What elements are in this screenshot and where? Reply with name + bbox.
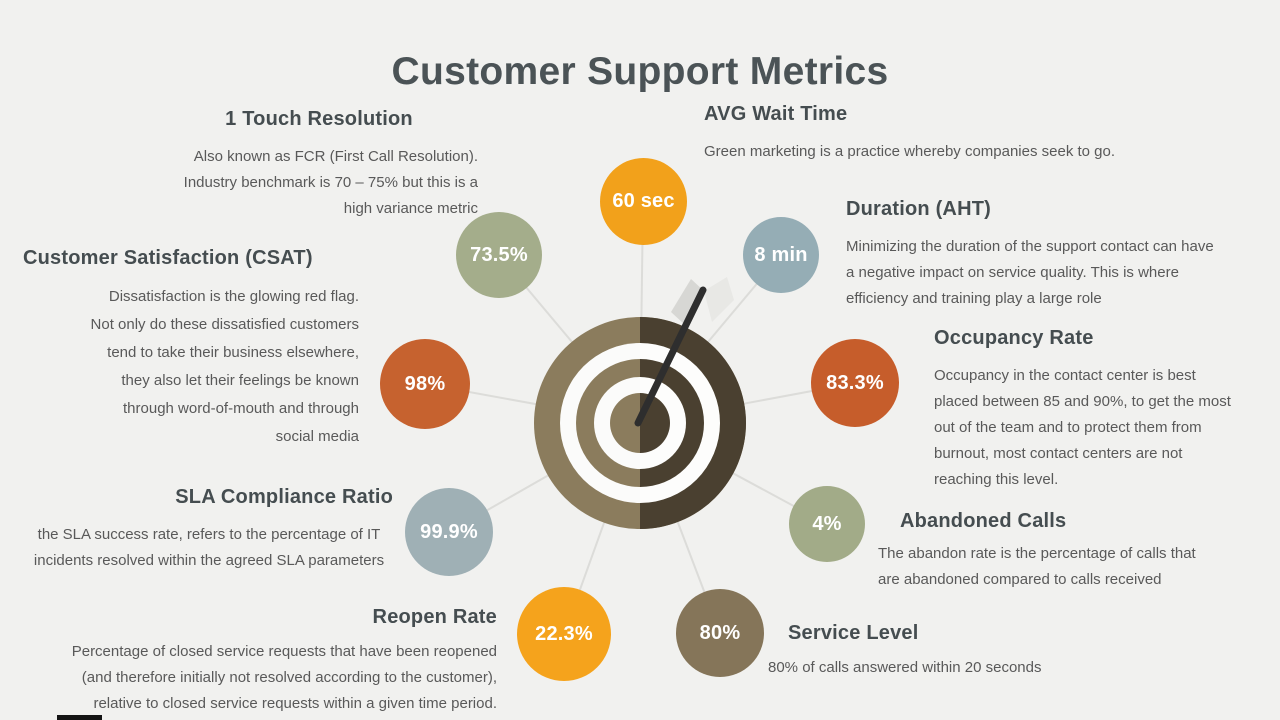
metric-description: Minimizing the duration of the support c… (846, 238, 1214, 307)
metric-value: 8 min (754, 243, 808, 266)
page-title: Customer Support Metrics (391, 50, 889, 94)
metric-badge-duration-aht: 8 min (743, 217, 819, 293)
metric-block-reopen-rate: Reopen Rate Percentage of closed service… (17, 606, 497, 717)
bottom-edge-artifact (57, 715, 102, 720)
metric-value: 99.9% (420, 520, 478, 543)
metric-block-occupancy-rate: Occupancy Rate Occupancy in the contact … (934, 327, 1246, 493)
metric-title: Reopen Rate (372, 606, 497, 628)
metric-title: Abandoned Calls (900, 510, 1067, 532)
metric-badge-service-level: 80% (676, 589, 764, 677)
metric-description: Occupancy in the contact center is best … (934, 367, 1231, 488)
metric-title: SLA Compliance Ratio (175, 486, 393, 508)
metric-title: Customer Satisfaction (CSAT) (23, 247, 313, 269)
metric-title: 1 Touch Resolution (225, 108, 413, 130)
metric-block-avg-wait-time: AVG Wait Time Green marketing is a pract… (704, 103, 1204, 165)
metric-value: 98% (404, 372, 446, 395)
metric-block-abandoned-calls: Abandoned Calls The abandon rate is the … (878, 510, 1268, 593)
metric-title: Duration (AHT) (846, 198, 991, 220)
metric-title: Occupancy Rate (934, 327, 1094, 349)
metric-badge-avg-wait-time: 60 sec (600, 158, 687, 245)
metric-description: the SLA success rate, refers to the perc… (33, 526, 385, 569)
metric-badge-sla-compliance: 99.9% (405, 488, 493, 576)
metric-block-touch-resolution: 1 Touch Resolution Also known as FCR (Fi… (160, 108, 478, 222)
metric-block-csat: Customer Satisfaction (CSAT) Dissatisfac… (23, 247, 359, 451)
metric-description: Also known as FCR (First Call Resolution… (183, 148, 478, 217)
metric-block-service-level: Service Level 80% of calls answered with… (768, 622, 1168, 681)
metric-description: 80% of calls answered within 20 seconds (768, 659, 1042, 676)
metric-value: 22.3% (535, 622, 593, 645)
metric-badge-occupancy-rate: 83.3% (811, 339, 899, 427)
metric-description: The abandon rate is the percentage of ca… (878, 545, 1196, 588)
metric-title: AVG Wait Time (704, 103, 848, 125)
metric-value: 60 sec (612, 190, 675, 212)
metric-badge-touch-resolution: 73.5% (456, 212, 542, 298)
metric-title: Service Level (788, 622, 919, 644)
metric-value: 80% (699, 621, 741, 644)
metric-value: 83.3% (826, 371, 884, 394)
metric-badge-csat: 98% (380, 339, 470, 429)
metric-badge-abandoned-calls: 4% (789, 486, 865, 562)
metric-description: Percentage of closed service requests th… (71, 643, 497, 712)
metric-block-duration-aht: Duration (AHT) Minimizing the duration o… (846, 198, 1256, 312)
dart-icon (634, 277, 734, 427)
metric-badge-reopen-rate: 22.3% (517, 587, 611, 681)
metric-description: Dissatisfaction is the glowing red flag.… (90, 288, 359, 445)
metric-description: Green marketing is a practice whereby co… (704, 143, 1116, 160)
metric-block-sla-compliance: SLA Compliance Ratio the SLA success rat… (25, 486, 393, 574)
metric-value: 4% (812, 512, 842, 535)
metric-value: 73.5% (470, 243, 528, 266)
